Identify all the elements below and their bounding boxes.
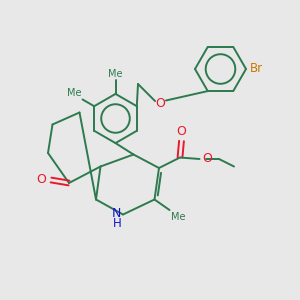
Text: Br: Br: [250, 62, 263, 76]
Text: O: O: [156, 97, 165, 110]
Text: Me: Me: [171, 212, 185, 222]
Text: Me: Me: [67, 88, 81, 98]
Text: O: O: [37, 173, 46, 186]
Text: Me: Me: [108, 69, 123, 79]
Text: O: O: [177, 125, 186, 138]
Text: O: O: [202, 152, 212, 166]
Text: N: N: [112, 207, 122, 220]
Text: H: H: [113, 217, 122, 230]
